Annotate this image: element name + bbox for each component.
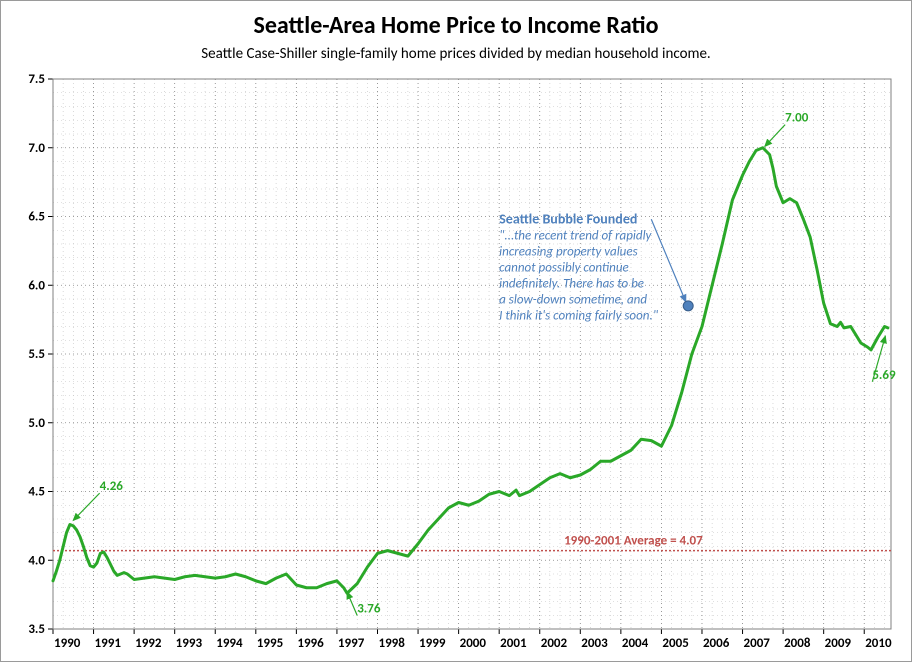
y-tick-label: 4.0 [28, 553, 45, 568]
reference-line-label: 1990-2001 Average = 4.07 [564, 534, 703, 549]
y-tick-label: 3.5 [28, 622, 45, 637]
annotation-body-line: cannot possibly continue [499, 260, 629, 275]
x-tick-label: 1995 [257, 636, 283, 651]
x-tick-label: 2003 [581, 636, 608, 651]
x-tick-label: 1994 [216, 636, 243, 651]
x-tick-label: 1993 [176, 636, 203, 651]
x-tick-label: 2007 [744, 636, 771, 651]
annotation-body-line: indefinitely. There has to be [499, 276, 644, 291]
x-tick-label: 2006 [703, 636, 730, 651]
annotation-heading: Seattle Bubble Founded [499, 210, 637, 227]
annotation-body-line: I think it's coming fairly soon." [499, 308, 659, 323]
x-tick-label: 2010 [865, 636, 892, 651]
x-tick-label: 1997 [338, 636, 365, 651]
x-tick-label: 1991 [95, 636, 122, 651]
x-tick-label: 2000 [460, 636, 487, 651]
x-tick-label: 2005 [662, 636, 688, 651]
x-tick-label: 2004 [622, 636, 649, 651]
data-point-label: 3.76 [357, 602, 381, 617]
x-tick-label: 1990 [54, 636, 81, 651]
y-tick-label: 7.5 [28, 72, 45, 87]
x-tick-label: 2009 [825, 636, 852, 651]
x-tick-label: 1998 [378, 636, 405, 651]
chart-plot: 1990 1991 1992 1993 1994 1995 1996 1997 1998 1999… [1, 1, 912, 663]
x-tick-label: 1992 [135, 636, 162, 651]
annotation-body-line: a slow-down sometime, and [499, 292, 647, 307]
y-tick-label: 6.5 [28, 210, 45, 225]
x-tick-label: 2008 [784, 636, 811, 651]
data-point-label: 5.69 [872, 368, 896, 383]
y-tick-label: 6.0 [28, 278, 45, 293]
y-tick-label: 5.5 [28, 347, 45, 362]
x-tick-label: 1996 [297, 636, 324, 651]
data-point-label: 4.26 [100, 479, 124, 494]
annotation-marker [683, 301, 693, 311]
data-point-label: 7.00 [785, 111, 809, 126]
annotation-body-line: increasing property values [499, 244, 637, 259]
x-tick-label: 2001 [500, 636, 527, 651]
y-tick-label: 4.5 [28, 485, 45, 500]
x-tick-label: 2002 [541, 636, 568, 651]
y-tick-label: 5.0 [28, 416, 45, 431]
x-tick-label: 1999 [419, 636, 446, 651]
chart-frame: Seattle-Area Home Price to Income Ratio … [0, 0, 912, 662]
y-tick-label: 7.0 [28, 141, 45, 156]
annotation-body-line: "...the recent trend of rapidly [499, 228, 652, 243]
